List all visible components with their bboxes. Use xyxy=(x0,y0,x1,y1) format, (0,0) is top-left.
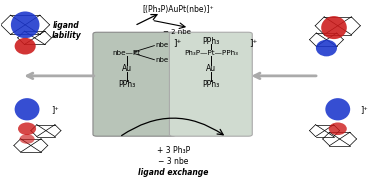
Ellipse shape xyxy=(325,98,350,120)
Ellipse shape xyxy=(329,122,347,135)
Ellipse shape xyxy=(316,40,337,56)
Text: Au: Au xyxy=(122,64,132,73)
Ellipse shape xyxy=(18,122,36,135)
Text: PPh₃: PPh₃ xyxy=(118,80,135,89)
Text: nbe—Pt: nbe—Pt xyxy=(113,50,141,56)
Text: ]⁺: ]⁺ xyxy=(249,38,257,47)
Text: ]⁺: ]⁺ xyxy=(360,105,368,114)
Text: Au: Au xyxy=(206,64,216,73)
Text: ligand
lability: ligand lability xyxy=(52,21,82,40)
Ellipse shape xyxy=(321,16,347,39)
FancyBboxPatch shape xyxy=(169,32,252,136)
Ellipse shape xyxy=(15,38,36,55)
Ellipse shape xyxy=(11,11,39,38)
Text: ]⁺: ]⁺ xyxy=(51,105,59,114)
Text: PPh₃: PPh₃ xyxy=(202,80,220,89)
Text: − 2 nbe: − 2 nbe xyxy=(163,30,191,36)
Text: [(Ph₃P)AuPt(nbe)]⁺: [(Ph₃P)AuPt(nbe)]⁺ xyxy=(142,4,214,13)
Text: nbe: nbe xyxy=(155,57,168,63)
Text: ligand exchange: ligand exchange xyxy=(138,168,208,177)
Text: + 3 Ph₃P: + 3 Ph₃P xyxy=(156,146,190,155)
Text: Ph₃P—Pt—PPh₃: Ph₃P—Pt—PPh₃ xyxy=(184,50,238,56)
Text: nbe: nbe xyxy=(155,42,168,48)
Ellipse shape xyxy=(15,98,39,120)
Ellipse shape xyxy=(20,134,35,144)
Text: ]⁺: ]⁺ xyxy=(173,38,181,47)
Text: − 3 nbe: − 3 nbe xyxy=(158,157,188,166)
FancyBboxPatch shape xyxy=(93,32,176,136)
Text: PPh₃: PPh₃ xyxy=(202,37,220,46)
